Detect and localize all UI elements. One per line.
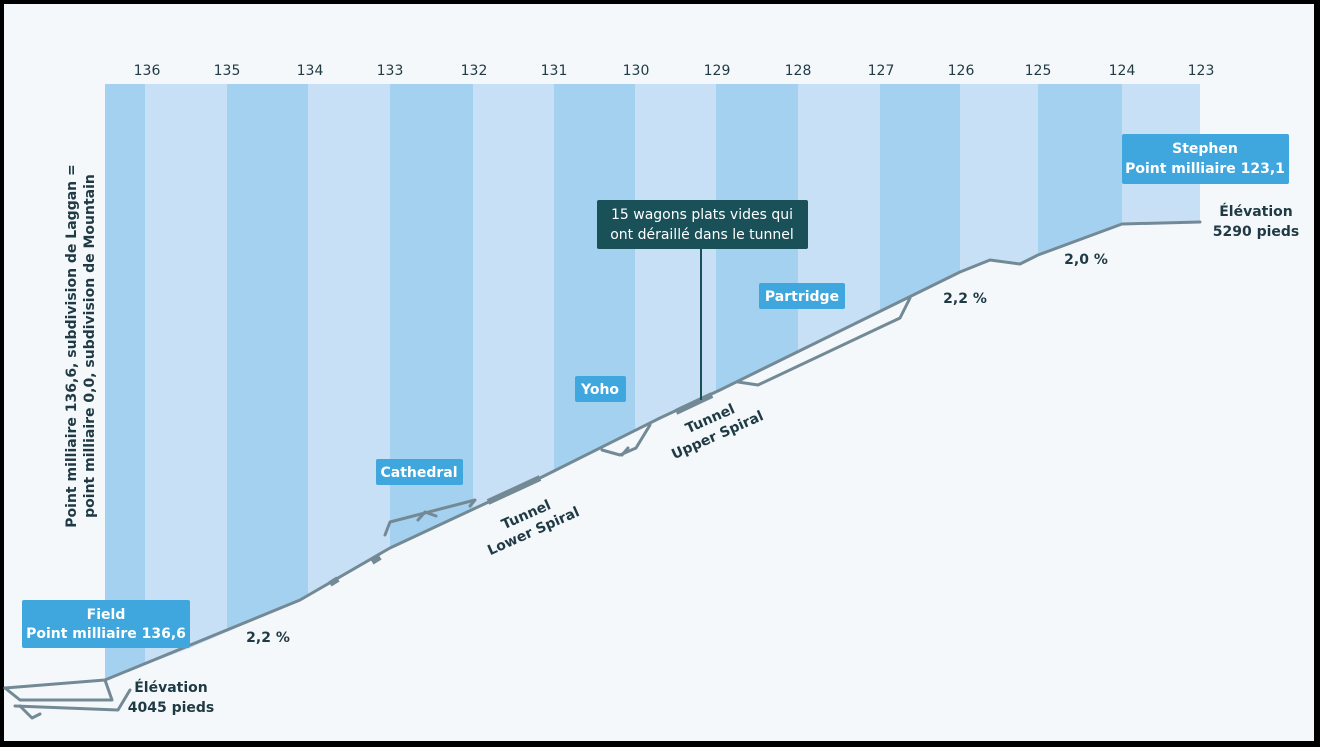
start-station-box: Field Point milliaire 136,6	[22, 600, 190, 648]
milepost-label: 130	[623, 63, 650, 79]
mile-band	[145, 84, 227, 680]
cathedral-siding	[383, 498, 477, 537]
field-milepost: Point milliaire 136,6	[26, 626, 186, 642]
field-yard-track-1	[3, 678, 107, 690]
yoho-text: Yoho	[580, 382, 619, 398]
partridge-box	[759, 283, 845, 309]
grade-upper: 2,0 %	[1064, 252, 1108, 268]
grade-middle: 2,2 %	[943, 291, 987, 307]
vertical-subdivision-label: Point milliaire 136,6, subdivision de La…	[64, 164, 98, 527]
milepost-label: 133	[377, 63, 404, 79]
yoho-label: Yoho	[575, 376, 626, 402]
upper-spiral-tunnel	[674, 392, 714, 415]
milepost-label: 136	[134, 63, 161, 79]
milepost-label: 125	[1025, 63, 1052, 79]
milepost-label: 123	[1188, 63, 1215, 79]
milepost-label: 135	[214, 63, 241, 79]
milepost-label: 131	[541, 63, 568, 79]
field-name: Field	[87, 607, 126, 623]
stephen-milepost: Point milliaire 123,1	[1125, 161, 1285, 177]
field-yard-track-4	[18, 704, 42, 720]
marker-b	[370, 554, 382, 565]
start-elevation-line2: 4045 pieds	[128, 700, 215, 716]
callout-box	[597, 200, 808, 249]
milepost-label: 132	[461, 63, 488, 79]
cathedral-label: Cathedral	[376, 459, 463, 485]
callout-line2: ont déraillé dans le tunnel	[610, 227, 794, 243]
derailment-callout: 15 wagons plats vides qui ont déraillé d…	[597, 200, 808, 249]
milepost-label: 129	[704, 63, 731, 79]
milepost-scale: 136 135 134 133 132 131 130 129 128 127 126 125 124 1…	[134, 63, 1215, 79]
partridge-text: Partridge	[765, 289, 839, 305]
cathedral-stub	[416, 510, 438, 522]
grade-lower: 2,2 %	[246, 630, 290, 646]
mile-band	[105, 84, 145, 680]
mile-band	[227, 84, 308, 680]
partridge-label: Partridge	[759, 283, 845, 309]
field-yard-track-2	[3, 678, 114, 702]
marker-a	[328, 576, 340, 587]
milepost-label: 127	[868, 63, 895, 79]
start-elevation-line1: Élévation	[134, 679, 208, 696]
vertical-label-line2: point milliaire 0,0, subdivision de Moun…	[82, 174, 98, 518]
cathedral-box	[376, 459, 463, 485]
stephen-box	[1122, 134, 1289, 184]
vertical-label-line1: Point milliaire 136,6, subdivision de La…	[64, 164, 80, 527]
end-elevation-line1: Élévation	[1219, 203, 1293, 220]
partridge-siding	[736, 296, 912, 387]
field-box	[22, 600, 190, 648]
cathedral-text: Cathedral	[380, 465, 457, 481]
end-station-box: Stephen Point milliaire 123,1	[1122, 134, 1289, 184]
tunnel-markers	[328, 392, 714, 587]
milepost-label: 128	[785, 63, 812, 79]
stephen-name: Stephen	[1172, 141, 1238, 157]
lower-spiral-tunnel	[486, 475, 542, 505]
milepost-label: 126	[948, 63, 975, 79]
callout-line1: 15 wagons plats vides qui	[611, 207, 793, 223]
yoho-box	[575, 376, 626, 402]
yoho-siding	[600, 423, 652, 457]
milepost-label: 124	[1109, 63, 1136, 79]
milepost-label: 134	[297, 63, 324, 79]
yoho-stub	[620, 446, 630, 457]
end-elevation-line2: 5290 pieds	[1213, 224, 1300, 240]
field-yard-track-3	[13, 688, 132, 712]
